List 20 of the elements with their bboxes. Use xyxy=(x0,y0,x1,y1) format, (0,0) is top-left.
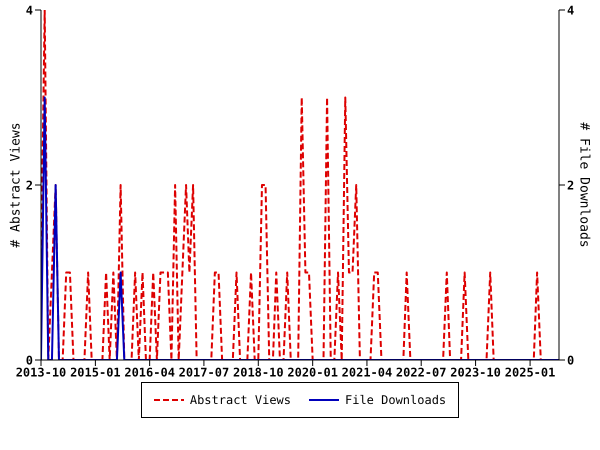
x-tick-label: 2015-01 xyxy=(70,366,121,380)
x-tick-label: 2017-07 xyxy=(178,366,230,380)
y-tick-label: 2 xyxy=(26,178,33,192)
x-tick-label: 2023-10 xyxy=(450,366,501,380)
x-tick-label: 2025-01 xyxy=(504,366,556,380)
x-tick-label: 2013-10 xyxy=(16,366,66,380)
y2-tick-label: 2 xyxy=(567,178,574,192)
y2-axis-title: # File Downloads xyxy=(576,122,592,248)
x-tick-label: 2018-10 xyxy=(233,366,284,380)
x-tick-label: 2016-04 xyxy=(124,366,175,380)
y2-tick-label: 0 xyxy=(567,353,574,368)
y2-tick-label: 4 xyxy=(567,3,574,18)
legend-label: Abstract Views xyxy=(188,393,291,407)
x-tick-label: 2020-01 xyxy=(287,366,338,380)
y-axis-title: # Abstract Views xyxy=(8,122,24,248)
x-tick-label: 2022-07 xyxy=(396,366,446,380)
legend-label: File Downloads xyxy=(344,393,446,407)
y-tick-label: 0 xyxy=(26,353,33,368)
x-tick-label: 2021-04 xyxy=(342,366,392,380)
y-tick-label: 4 xyxy=(26,3,33,18)
